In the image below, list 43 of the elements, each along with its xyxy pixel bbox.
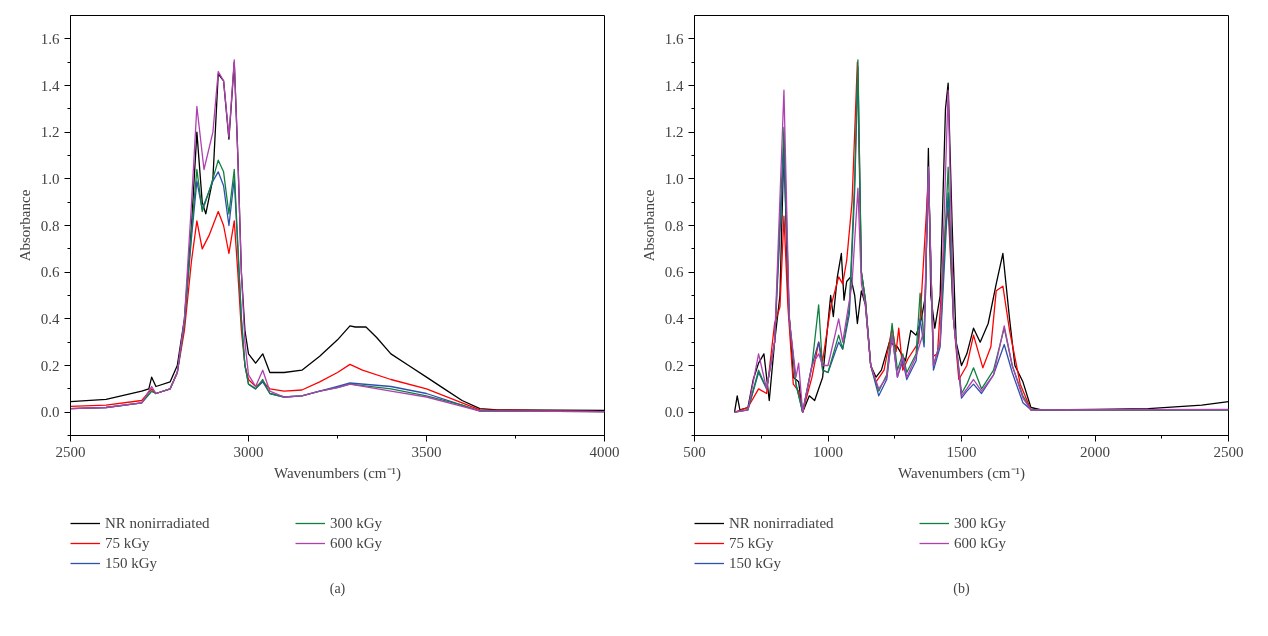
y-tick-label: 1.4: [40, 77, 60, 94]
x-tick-label: 1500: [946, 443, 977, 460]
x-tick-label: 3000: [233, 443, 264, 460]
y-tick-label: 1.0: [664, 170, 684, 187]
x-tick-label: 500: [683, 443, 706, 460]
legend-label: 600 kGy: [330, 534, 384, 552]
legend-label: NR nonirradiated: [729, 514, 835, 532]
text: (a): [329, 580, 346, 597]
x-tick-label: 2500: [55, 443, 86, 460]
y-axis-title: Absorbance: [640, 189, 657, 262]
y-tick-label: 0.4: [664, 310, 684, 327]
x-tick-label: 1000: [813, 443, 843, 460]
y-tick-label: 0.0: [664, 404, 684, 421]
legend-label: 300 kGy: [954, 514, 1008, 532]
y-axis-title: Absorbance: [16, 189, 33, 262]
legend-label: 75 kGy: [729, 534, 775, 552]
y-tick-label: 0.4: [40, 310, 60, 327]
y-tick-label: 0.8: [664, 217, 684, 234]
legend-label: 150 kGy: [729, 554, 783, 572]
y-tick-label: 1.2: [664, 124, 684, 141]
legend-label: 75 kGy: [105, 534, 151, 552]
y-tick-label: 1.4: [664, 77, 684, 94]
x-axis-title: Wavenumbers (cm⁻¹): [898, 464, 1025, 482]
x-tick-label: 3500: [411, 443, 442, 460]
y-tick-label: 0.2: [664, 357, 684, 374]
legend-label: 600 kGy: [954, 534, 1008, 552]
text: (b): [953, 580, 970, 597]
legend-label: 150 kGy: [105, 554, 159, 572]
x-tick-label: 2000: [1080, 443, 1110, 460]
x-axis-title: Wavenumbers (cm⁻¹): [274, 464, 401, 482]
y-tick-label: 0.6: [664, 264, 684, 281]
y-tick-label: 0.2: [40, 357, 60, 374]
y-tick-label: 0.0: [40, 404, 60, 421]
y-tick-label: 1.0: [40, 170, 60, 187]
legend-label: 300 kGy: [330, 514, 384, 532]
x-tick-label: 2500: [1213, 443, 1244, 460]
y-tick-label: 1.2: [40, 124, 60, 141]
y-tick-label: 1.6: [664, 30, 684, 47]
legend-label: NR nonirradiated: [105, 514, 211, 532]
y-tick-label: 1.6: [40, 30, 60, 47]
y-tick-label: 0.6: [40, 264, 60, 281]
x-tick-label: 4000: [589, 443, 620, 460]
y-tick-label: 0.8: [40, 217, 60, 234]
